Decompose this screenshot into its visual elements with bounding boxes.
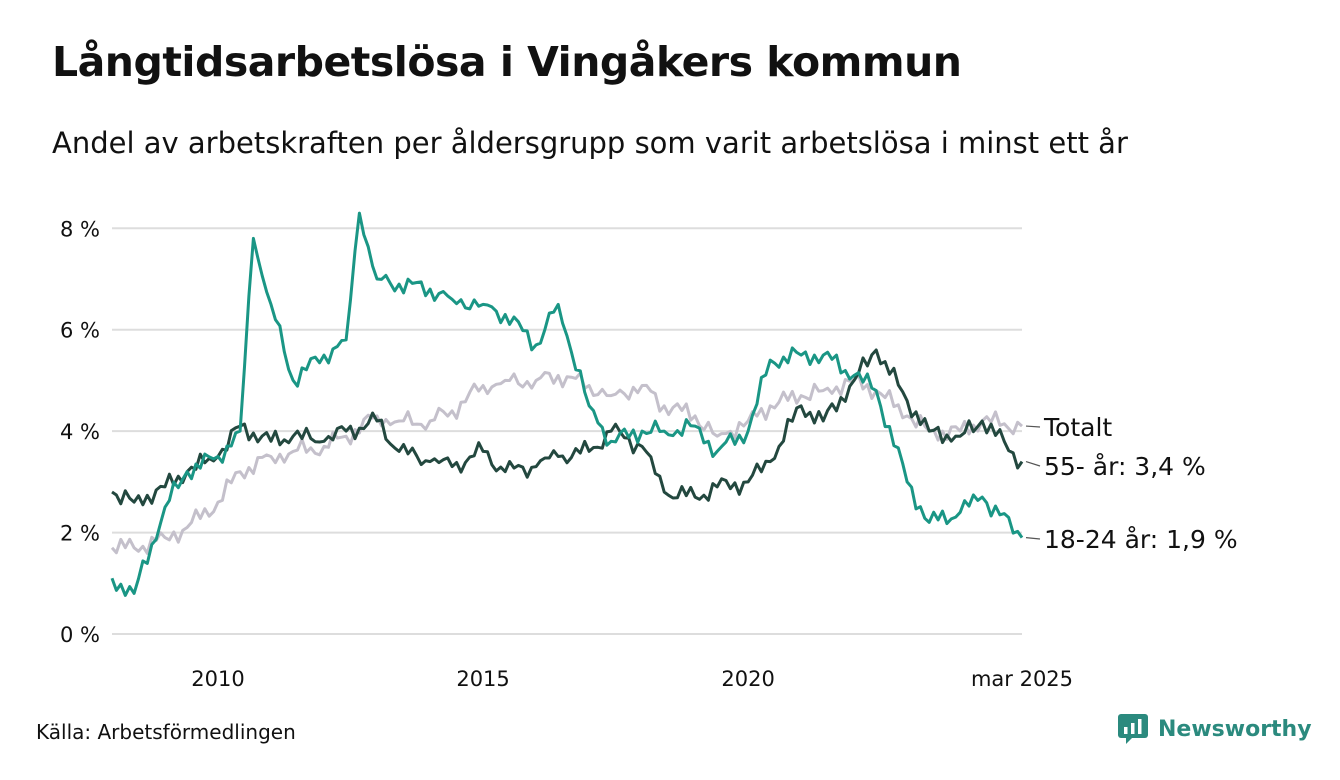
page-title: Långtidsarbetslösa i Vingåkers kommun — [52, 38, 962, 86]
end-label-total: Totalt — [1043, 413, 1112, 442]
end-label-age1824: 18-24 år: 1,9 % — [1044, 525, 1238, 554]
y-tick-label: 2 % — [60, 522, 100, 546]
brand-name: Newsworthy — [1158, 716, 1312, 742]
x-tick-label: mar 2025 — [971, 667, 1073, 691]
series-end-labels: Totalt 55- år: 3,4 % 18-24 år: 1,9 % — [1025, 413, 1238, 554]
gridlines — [112, 227, 1022, 635]
end-label-connector — [1025, 425, 1041, 428]
end-label-age55: 55- år: 3,4 % — [1044, 452, 1206, 481]
x-axis: 2010 2015 2020 mar 2025 — [191, 667, 1073, 691]
y-tick-label: 8 % — [60, 217, 100, 241]
series-line-age1824 — [110, 211, 1024, 597]
series-line-age55 — [111, 348, 1024, 507]
x-tick-label: 2015 — [456, 667, 509, 691]
y-tick-label: 6 % — [60, 319, 100, 343]
source-note: Källa: Arbetsförmedlingen — [36, 720, 296, 744]
series-lines — [110, 211, 1024, 597]
y-tick-label: 4 % — [60, 420, 100, 444]
x-tick-label: 2020 — [721, 667, 774, 691]
end-label-connector — [1025, 537, 1041, 540]
page-subtitle: Andel av arbetskraften per åldersgrupp s… — [52, 126, 1128, 160]
newsworthy-logo-icon — [1118, 714, 1148, 744]
x-tick-label: 2010 — [191, 667, 244, 691]
y-axis: 0 % 2 % 4 % 6 % 8 % — [60, 217, 100, 647]
y-tick-label: 0 % — [60, 623, 100, 647]
end-label-connector — [1025, 460, 1041, 467]
series-line-total — [110, 371, 1023, 555]
brand-logo: Newsworthy — [1118, 714, 1312, 744]
